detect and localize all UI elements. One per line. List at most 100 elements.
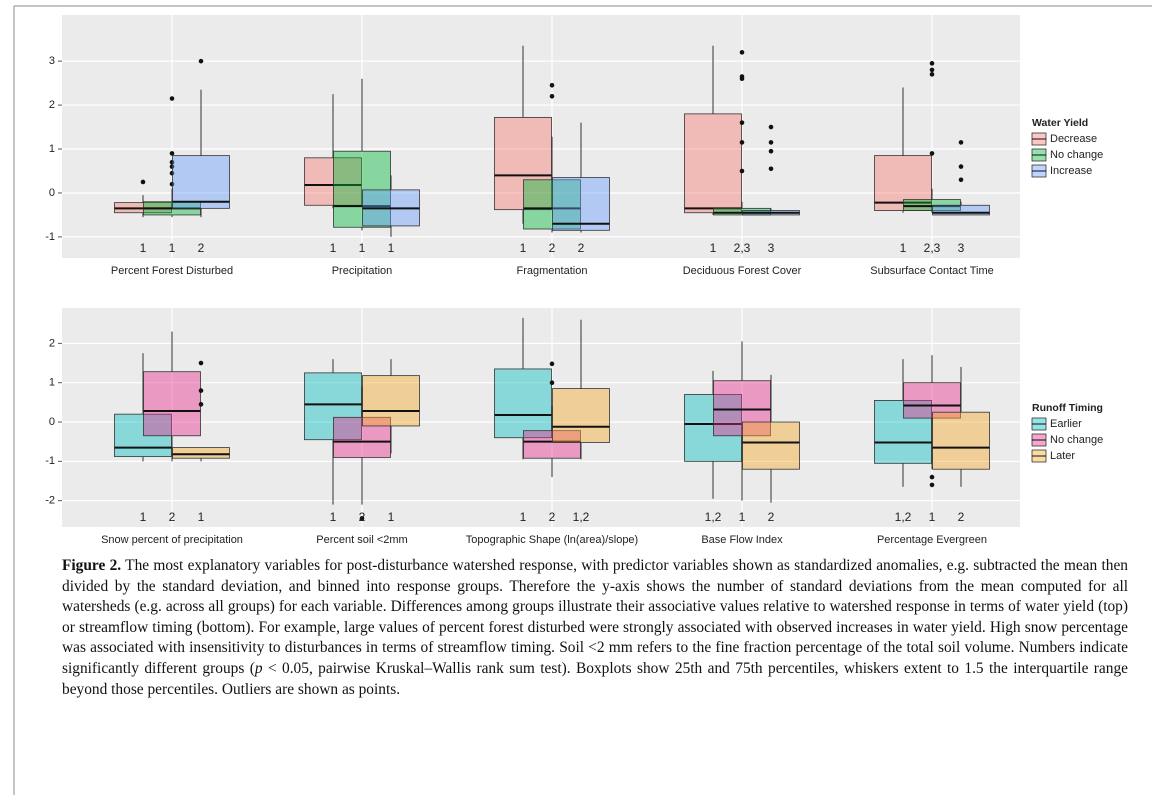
group-label: 2 xyxy=(359,510,366,524)
box xyxy=(304,157,362,206)
group-label: 1 xyxy=(388,241,395,255)
caption-text: < 0.05, pairwise Kruskal–Wallis rank sum… xyxy=(62,659,1128,698)
group-label: 1 xyxy=(198,510,205,524)
outlier xyxy=(169,181,175,187)
box xyxy=(874,399,932,464)
caption-italic: p xyxy=(254,659,263,677)
legend-title: Water Yield xyxy=(1032,117,1088,129)
group-label: 1 xyxy=(140,510,147,524)
outlier xyxy=(929,482,935,488)
box xyxy=(742,421,800,470)
facet-label: Subsurface Contact Time xyxy=(870,265,994,277)
box xyxy=(143,371,201,437)
facet-label: Fragmentation xyxy=(517,265,588,277)
outlier xyxy=(169,151,175,156)
outlier xyxy=(198,402,204,407)
y-tick-label: 0 xyxy=(49,187,55,199)
y-tick-label: 1 xyxy=(49,377,55,389)
box xyxy=(362,375,420,427)
panel-background xyxy=(62,15,1020,258)
legend-label: No change xyxy=(1050,434,1103,446)
outlier xyxy=(169,96,175,101)
group-label: 1 xyxy=(140,241,147,255)
y-tick-label: 2 xyxy=(49,337,55,349)
y-tick-label: 2 xyxy=(49,99,55,111)
group-label: 1 xyxy=(900,241,907,255)
group-label: 1 xyxy=(169,241,176,255)
group-label: 2 xyxy=(549,241,556,255)
facet-label: Snow percent of precipitation xyxy=(101,534,243,546)
figure: -1 0 1 2 3 Percent Forest Disturbed Precipitat… xyxy=(13,5,1152,552)
box xyxy=(713,207,771,216)
group-label: 1 xyxy=(929,510,936,524)
legend-title: Runoff Timing xyxy=(1032,402,1103,414)
group-label: 1 xyxy=(330,241,337,255)
y-tick-label: 0 xyxy=(49,416,55,428)
group-label: 1 xyxy=(520,510,527,524)
box xyxy=(304,372,362,441)
outlier xyxy=(768,140,774,145)
group-label: 2,3 xyxy=(734,241,751,255)
outlier xyxy=(929,67,935,73)
outlier xyxy=(739,168,745,174)
legend-label: Increase xyxy=(1050,165,1092,177)
group-label: 1 xyxy=(520,241,527,255)
outlier xyxy=(929,474,935,480)
box xyxy=(684,113,742,214)
group-label: 3 xyxy=(958,241,965,255)
outlier xyxy=(549,361,555,367)
outlier xyxy=(549,93,555,99)
facet-label: Percentage Evergreen xyxy=(877,534,987,546)
outlier xyxy=(929,61,935,66)
outlier xyxy=(549,83,555,88)
box xyxy=(552,177,610,231)
outlier xyxy=(140,179,146,185)
group-label: 1 xyxy=(330,510,337,524)
box xyxy=(172,447,230,459)
box xyxy=(494,116,552,211)
legend-label: Later xyxy=(1050,450,1075,462)
outlier xyxy=(768,148,774,154)
legend-label: No change xyxy=(1050,149,1103,161)
box xyxy=(494,368,552,439)
group-label: 1,2 xyxy=(895,510,912,524)
facet-label: Precipitation xyxy=(332,265,393,277)
box xyxy=(932,411,990,470)
group-label: 2 xyxy=(169,510,176,524)
box xyxy=(932,204,990,216)
y-tick-label: 1 xyxy=(49,143,55,155)
y-tick-label: -2 xyxy=(45,495,55,507)
outlier xyxy=(739,50,745,55)
group-label: 2 xyxy=(198,241,205,255)
outlier xyxy=(549,380,555,386)
box xyxy=(523,430,581,459)
outlier xyxy=(768,124,774,130)
caption-label: Figure 2. xyxy=(62,557,122,574)
panel-background xyxy=(62,308,1020,527)
outlier xyxy=(198,388,204,393)
outlier xyxy=(958,177,964,183)
box xyxy=(684,394,742,462)
outlier xyxy=(198,360,204,366)
legend-label: Decrease xyxy=(1050,133,1097,145)
outlier xyxy=(739,140,745,145)
facet-label: Topographic Shape (ln(area)/slope) xyxy=(466,534,638,546)
group-label: 2 xyxy=(549,510,556,524)
group-label: 1 xyxy=(388,510,395,524)
outlier xyxy=(739,120,745,125)
outlier xyxy=(958,140,964,145)
outlier xyxy=(169,159,175,165)
group-label: 3 xyxy=(768,241,775,255)
outlier xyxy=(169,170,175,176)
outlier xyxy=(929,151,935,156)
group-label: 2 xyxy=(768,510,775,524)
box xyxy=(333,150,391,228)
group-label: 1 xyxy=(739,510,746,524)
group-label: 1 xyxy=(710,241,717,255)
y-tick-label: -1 xyxy=(45,231,55,243)
box xyxy=(713,380,771,437)
group-label: 1,2 xyxy=(573,510,590,524)
outlier xyxy=(768,166,774,172)
y-tick-label: 3 xyxy=(49,55,55,67)
